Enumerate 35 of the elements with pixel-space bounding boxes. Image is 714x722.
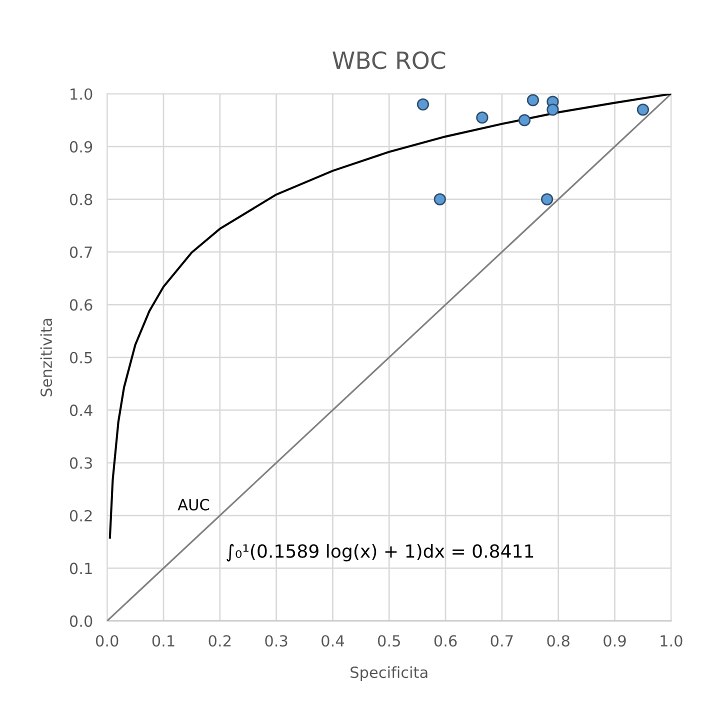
- point: [518, 114, 531, 126]
- y-tick-label: 0.8: [70, 194, 92, 206]
- y-tick-label: 0.6: [70, 299, 92, 311]
- x-tick-label: 0.1: [152, 635, 174, 647]
- annotation: ∫₀¹(0.1589 log(x) + 1)dx = 0.8411: [226, 544, 534, 562]
- point: [476, 112, 488, 124]
- x-tick-label: 0.0: [96, 635, 118, 647]
- annotation: AUC: [178, 498, 210, 510]
- y-tick-label: 0.4: [70, 404, 92, 416]
- y-tick-label: 0.3: [70, 457, 92, 469]
- y-tick-label: 0.2: [70, 510, 92, 522]
- y-tick-label: 0.0: [70, 615, 92, 627]
- x-tick-label: 0.6: [434, 635, 457, 647]
- x-tick-label: 0.8: [547, 635, 570, 647]
- x-tick-label: 1.0: [660, 635, 682, 647]
- y-tick-label: 1.0: [70, 88, 92, 100]
- point: [636, 104, 650, 116]
- chart-title: WBC ROC: [332, 51, 446, 70]
- x-tick-label: 0.7: [490, 635, 513, 647]
- x-tick-label: 0.9: [604, 635, 626, 647]
- x-axis-title: Specificita: [350, 666, 428, 682]
- y-tick-label: 0.5: [70, 352, 92, 364]
- x-tick-label: 0.2: [208, 635, 231, 647]
- point: [546, 104, 559, 116]
- y-tick-label: 0.9: [70, 141, 92, 153]
- y-tick-label: 0.1: [70, 562, 92, 574]
- y-axis-title: Senzitivita: [40, 318, 52, 396]
- x-tick-label: 0.5: [378, 635, 400, 647]
- x-tick-label: 0.3: [265, 635, 288, 647]
- point: [526, 94, 540, 106]
- point: [540, 193, 554, 206]
- x-tick-label: 0.4: [322, 635, 344, 647]
- point: [434, 193, 446, 206]
- point: [416, 98, 430, 110]
- y-tick-label: 0.7: [70, 246, 92, 258]
